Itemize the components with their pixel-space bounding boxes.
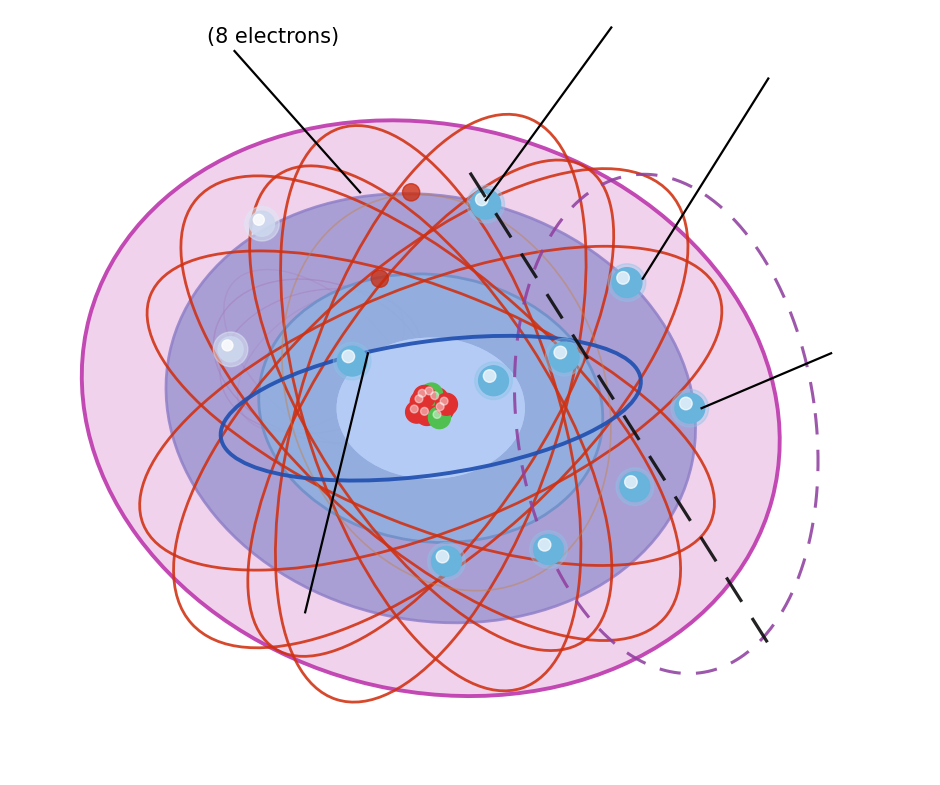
Circle shape <box>436 403 444 411</box>
Circle shape <box>213 332 248 367</box>
Circle shape <box>616 468 653 506</box>
Ellipse shape <box>337 338 525 479</box>
Circle shape <box>471 189 501 219</box>
Ellipse shape <box>166 194 696 623</box>
Circle shape <box>440 397 448 405</box>
Circle shape <box>414 385 435 407</box>
Circle shape <box>545 338 583 376</box>
Circle shape <box>244 206 279 241</box>
Circle shape <box>534 535 563 564</box>
Circle shape <box>431 392 439 400</box>
Circle shape <box>431 546 462 576</box>
Ellipse shape <box>82 120 779 696</box>
Circle shape <box>529 531 568 568</box>
Circle shape <box>539 539 551 551</box>
Ellipse shape <box>258 274 603 542</box>
Circle shape <box>415 395 423 403</box>
Circle shape <box>420 383 443 405</box>
Text: (8 electrons): (8 electrons) <box>207 27 339 47</box>
Ellipse shape <box>337 338 525 479</box>
Ellipse shape <box>258 274 603 542</box>
Circle shape <box>406 401 428 423</box>
Circle shape <box>218 337 243 362</box>
Circle shape <box>675 393 705 423</box>
Circle shape <box>433 411 441 418</box>
Circle shape <box>222 340 233 351</box>
Circle shape <box>402 184 420 201</box>
Circle shape <box>425 387 433 395</box>
Circle shape <box>415 403 438 425</box>
Circle shape <box>617 272 630 284</box>
Circle shape <box>478 366 509 396</box>
Circle shape <box>435 393 458 415</box>
Circle shape <box>625 476 637 488</box>
Ellipse shape <box>166 194 696 623</box>
Circle shape <box>680 397 692 410</box>
Circle shape <box>371 270 388 287</box>
Circle shape <box>426 388 448 410</box>
Circle shape <box>411 391 432 413</box>
Circle shape <box>431 399 453 421</box>
Ellipse shape <box>82 120 779 696</box>
Circle shape <box>549 342 579 372</box>
Circle shape <box>467 185 505 223</box>
Ellipse shape <box>258 274 603 542</box>
Circle shape <box>436 550 448 563</box>
Circle shape <box>420 407 429 415</box>
Circle shape <box>418 389 426 397</box>
Ellipse shape <box>166 194 696 623</box>
Circle shape <box>428 542 465 580</box>
Circle shape <box>620 472 650 502</box>
Circle shape <box>342 350 354 363</box>
Circle shape <box>671 389 709 427</box>
Circle shape <box>334 342 371 380</box>
Circle shape <box>483 370 496 382</box>
Ellipse shape <box>82 120 779 696</box>
Circle shape <box>254 214 264 225</box>
Circle shape <box>475 362 512 400</box>
Circle shape <box>608 264 646 301</box>
Ellipse shape <box>337 338 525 479</box>
Circle shape <box>476 193 488 206</box>
Circle shape <box>249 211 274 236</box>
Circle shape <box>411 405 418 413</box>
Circle shape <box>337 346 368 376</box>
Circle shape <box>612 268 642 298</box>
Circle shape <box>554 346 567 359</box>
Circle shape <box>429 407 450 429</box>
